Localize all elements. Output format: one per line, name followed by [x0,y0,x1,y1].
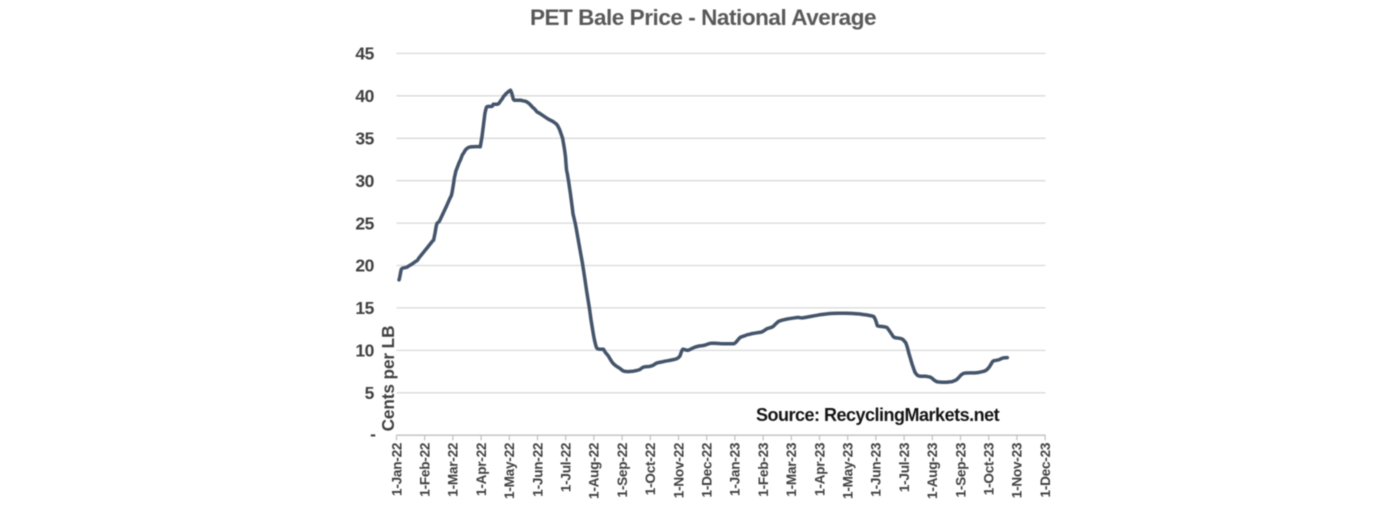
svg-text:1-Nov-23: 1-Nov-23 [1010,442,1025,498]
svg-text:30: 30 [355,171,374,191]
svg-text:Cents per LB: Cents per LB [378,326,398,432]
svg-text:1-May-22: 1-May-22 [502,442,517,499]
svg-text:1-Jun-23: 1-Jun-23 [869,442,884,497]
svg-text:1-Jul-23: 1-Jul-23 [897,442,912,492]
svg-text:1-Jun-22: 1-Jun-22 [530,442,545,497]
svg-text:5: 5 [365,383,375,403]
svg-text:1-Feb-22: 1-Feb-22 [418,442,433,497]
svg-text:1-Oct-23: 1-Oct-23 [982,442,997,495]
svg-text:35: 35 [355,129,374,149]
svg-text:1-Apr-22: 1-Apr-22 [474,442,489,496]
svg-text:1-Oct-22: 1-Oct-22 [643,442,658,495]
svg-text:20: 20 [355,256,374,276]
svg-text:1-Nov-22: 1-Nov-22 [671,442,686,498]
svg-text:PET Bale Price - National Aver: PET Bale Price - National Average [530,5,876,30]
svg-text:15: 15 [355,298,374,318]
svg-text:40: 40 [355,86,374,106]
svg-text:1-Mar-23: 1-Mar-23 [784,442,799,497]
svg-text:1-Feb-23: 1-Feb-23 [756,442,771,497]
svg-text:1-Jul-22: 1-Jul-22 [559,442,574,492]
svg-text:1-Sep-23: 1-Sep-23 [953,442,968,497]
svg-text:1-Dec-22: 1-Dec-22 [700,442,715,497]
svg-text:25: 25 [355,213,374,233]
svg-text:1-Apr-23: 1-Apr-23 [812,442,827,496]
svg-text:1-Dec-23: 1-Dec-23 [1038,442,1053,497]
svg-text:1-Aug-23: 1-Aug-23 [925,442,940,499]
svg-text:1-May-23: 1-May-23 [841,442,856,499]
svg-text:Source: RecyclingMarkets.net: Source: RecyclingMarkets.net [756,405,1000,425]
svg-text:45: 45 [355,44,374,64]
svg-text:1-Jan-23: 1-Jan-23 [728,442,743,496]
svg-text:1-Sep-22: 1-Sep-22 [615,442,630,497]
svg-text:1-Jan-22: 1-Jan-22 [389,442,404,496]
svg-text:-: - [370,424,376,444]
svg-text:10: 10 [355,341,374,361]
svg-text:1-Mar-22: 1-Mar-22 [446,442,461,497]
svg-text:1-Aug-22: 1-Aug-22 [587,442,602,499]
